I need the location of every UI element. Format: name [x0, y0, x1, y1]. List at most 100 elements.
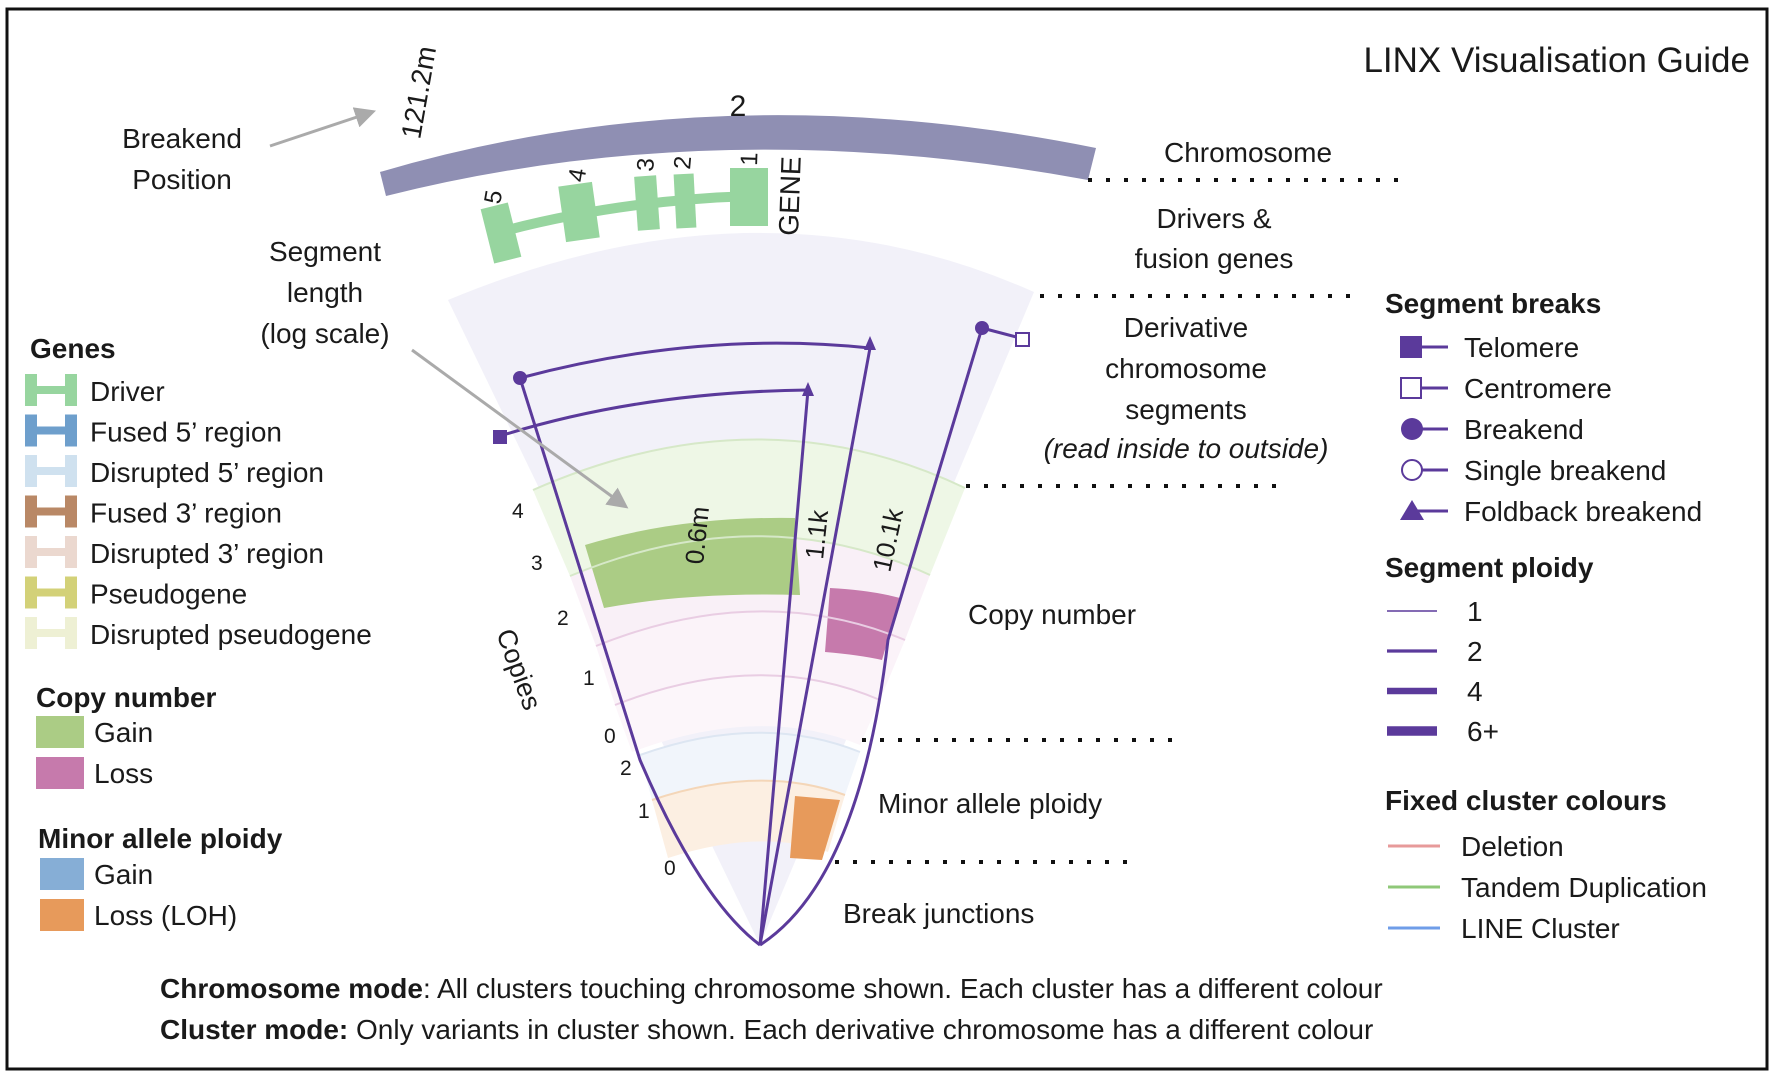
segment-length-annotation-line3: (log scale): [260, 318, 389, 349]
legend-gene-icon-exon-a: [25, 414, 37, 447]
drivers-annotation-line2: fusion genes: [1135, 243, 1294, 274]
chromosome-arc: [380, 115, 1096, 196]
legend-copy-number: Copy number Gain Loss: [36, 682, 217, 789]
gene-exon-4: [558, 181, 600, 243]
legend-gene-icon-intron: [35, 507, 67, 516]
derivative-annotation-line2: chromosome: [1105, 353, 1267, 384]
legend-break-item: Centromere: [1400, 373, 1612, 404]
legend-break-item: Single breakend: [1401, 455, 1666, 486]
cn-tick-3: 3: [531, 552, 543, 575]
legend-ploidy-label: 6+: [1467, 716, 1499, 747]
exon-label-3: 3: [632, 157, 660, 173]
chromosome-name: 2: [730, 90, 747, 123]
segment-line-b: [519, 341, 872, 946]
legend-cn-swatch: [36, 716, 84, 748]
legend-ploidy-item: 4: [1387, 676, 1483, 707]
legend-gene-icon-exon-b: [65, 374, 77, 406]
legend-gene-item: Driver: [25, 374, 165, 407]
legend-gene-icon-exon-a: [25, 617, 37, 649]
legend-maf-item: Loss (LOH): [40, 899, 237, 931]
derivative-annotation-line3: segments: [1125, 394, 1246, 425]
gene-exon-1: [730, 168, 768, 226]
minor-allele-annotation: Minor allele ploidy: [878, 788, 1102, 819]
cn-grid-1: [614, 674, 881, 706]
cn-tick-4: 4: [512, 500, 524, 523]
breakend-annotation-line1: Breakend: [122, 123, 242, 154]
legend-gene-icon-exon-a: [25, 455, 37, 487]
break-junctions-annotation: Break junctions: [843, 898, 1034, 929]
exon-label-1: 1: [736, 152, 763, 166]
derivative-annotation-note: (read inside to outside): [1044, 433, 1329, 464]
legend-gene-icon-exon-b: [65, 576, 77, 609]
maf-tick-1: 1: [638, 800, 650, 823]
legend-breakend-icon: [1401, 418, 1423, 440]
legend-cluster-item: LINE Cluster: [1388, 913, 1620, 944]
legend-segment-breaks: Segment breaks Telomere Centromere Breaken…: [1385, 288, 1702, 527]
legend-gene-item: Fused 3’ region: [25, 495, 282, 529]
legend-maf-title: Minor allele ploidy: [38, 823, 283, 854]
legend-cn-label: Loss: [94, 758, 153, 789]
segment-length-annotation-line1: Segment: [269, 236, 381, 267]
segment-length-annotation-line2: length: [287, 277, 363, 308]
legend-single-breakend-icon: [1401, 459, 1423, 481]
legend-gene-icon-exon-a: [25, 495, 37, 528]
cn-loss-block: [825, 588, 900, 660]
legend-gene-icon-exon-a: [25, 536, 37, 568]
legend-gene-icon-exon-a: [25, 374, 37, 406]
radial-diagram: 2 121.2m 5 4 3 2 1 GENE 4 3 2 1 0 2 1: [380, 44, 1096, 947]
legend-ploidy-item: 6+: [1387, 716, 1499, 747]
cn-tick-2: 2: [557, 607, 569, 630]
exon-label-4: 4: [563, 166, 592, 184]
figure-title: LINX Visualisation Guide: [1363, 41, 1750, 80]
legend-gene-icon-exon-b: [65, 617, 77, 649]
drivers-annotation-line1: Drivers &: [1156, 203, 1271, 234]
gene-name: GENE: [773, 156, 807, 236]
legend-minor-allele: Minor allele ploidy Gain Loss (LOH): [38, 823, 283, 931]
segment-length-2: 1.1k: [799, 508, 834, 561]
legend-gene-icon-intron: [35, 426, 67, 435]
legend-ploidy-title: Segment ploidy: [1385, 552, 1594, 583]
legend-gene-icon-exon-b: [65, 414, 77, 447]
gene-exon-5: [480, 202, 522, 264]
gene-track: 5 4 3 2 1 GENE: [479, 152, 807, 264]
cn-grid-4: [532, 438, 966, 491]
breakend-marker-2: [975, 321, 989, 335]
legend-break-item: Telomere: [1400, 332, 1579, 363]
legend-genes: Genes Driver Fused 5’ region Disrupted 5’ …: [25, 333, 372, 650]
legend-cluster-title: Fixed cluster colours: [1385, 785, 1667, 816]
derivative-annotation-line1: Derivative: [1124, 312, 1248, 343]
breakend-pointer-arrow: [269, 107, 376, 148]
legend-gene-icon-intron: [35, 629, 67, 637]
exon-label-2: 2: [669, 155, 697, 171]
segment-line-c: [758, 389, 810, 946]
legend-cluster-item: Tandem Duplication: [1388, 872, 1707, 903]
cn-tick-0: 0: [604, 725, 616, 748]
legend-cn-label: Gain: [94, 717, 153, 748]
cn-grid-2: [595, 610, 906, 647]
legend-segment-ploidy: Segment ploidy 1 2 4 6+: [1385, 552, 1594, 747]
legend-breaks-title: Segment breaks: [1385, 288, 1601, 319]
legend-gene-label: Disrupted 5’ region: [90, 457, 324, 488]
footer-line-1-bold: Chromosome mode: [160, 973, 423, 1004]
legend-genes-title: Genes: [30, 333, 116, 364]
breakend-position-label: 121.2m: [395, 44, 442, 141]
maf-band-2-1: [640, 732, 860, 800]
footer-line-2: Cluster mode: Only variants in cluster s…: [160, 1014, 1373, 1045]
maf-tick-2: 2: [620, 757, 632, 780]
segment-length-1: 0.6m: [679, 505, 715, 566]
cn-axis: 4 3 2 1 0: [512, 500, 616, 748]
legend-ploidy-label: 1: [1467, 596, 1483, 627]
cn-gain-block: [585, 517, 800, 608]
cn-band-1-0: [615, 675, 880, 752]
maf-loh-block: [790, 796, 840, 860]
maf-tick-0: 0: [664, 857, 676, 880]
legend-gene-icon-intron: [35, 548, 67, 556]
footer-line-1-rest: : All clusters touching chromosome shown…: [423, 973, 1383, 1004]
chromosome-annotation: Chromosome: [1164, 137, 1332, 168]
legend-foldback-icon: [1400, 500, 1424, 520]
legend-break-item: Foldback breakend: [1400, 496, 1702, 527]
legend-break-label: Telomere: [1464, 332, 1579, 363]
legend-gene-label: Pseudogene: [90, 579, 247, 610]
